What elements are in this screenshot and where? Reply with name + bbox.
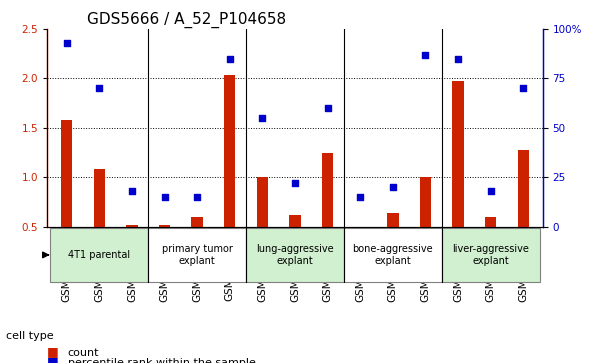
Point <box>486 188 496 194</box>
Bar <box>289 215 301 276</box>
Bar <box>224 76 235 276</box>
Point <box>94 85 104 91</box>
Text: lung-aggressive
explant: lung-aggressive explant <box>256 244 334 266</box>
Point <box>258 115 267 121</box>
Bar <box>419 177 431 276</box>
Bar <box>257 177 268 276</box>
Text: ■: ■ <box>47 355 59 363</box>
Bar <box>94 170 105 276</box>
Text: ■: ■ <box>47 344 59 358</box>
Point <box>453 56 463 62</box>
FancyBboxPatch shape <box>246 228 344 282</box>
Point <box>225 56 234 62</box>
Point <box>323 105 332 111</box>
Text: liver-aggressive
explant: liver-aggressive explant <box>452 244 529 266</box>
Text: 4T1 parental: 4T1 parental <box>68 250 130 260</box>
Text: count: count <box>68 347 99 358</box>
Bar <box>126 225 137 276</box>
Point <box>519 85 528 91</box>
Text: primary tumor
explant: primary tumor explant <box>162 244 232 266</box>
Point <box>388 184 398 190</box>
FancyBboxPatch shape <box>344 228 442 282</box>
Point <box>127 188 137 194</box>
Bar <box>61 120 73 276</box>
Bar <box>387 213 398 276</box>
Point <box>356 194 365 200</box>
Point <box>62 40 71 46</box>
Bar <box>517 150 529 276</box>
Point <box>421 52 430 58</box>
FancyBboxPatch shape <box>442 228 539 282</box>
FancyBboxPatch shape <box>148 228 246 282</box>
Bar <box>355 227 366 276</box>
Text: GDS5666 / A_52_P104658: GDS5666 / A_52_P104658 <box>87 12 286 28</box>
Text: bone-aggressive
explant: bone-aggressive explant <box>352 244 433 266</box>
Bar <box>485 217 496 276</box>
Point <box>192 194 202 200</box>
Bar <box>192 217 203 276</box>
Point <box>160 194 169 200</box>
Bar <box>453 81 464 276</box>
Text: cell type: cell type <box>6 331 54 341</box>
Bar <box>159 225 171 276</box>
Text: percentile rank within the sample: percentile rank within the sample <box>68 358 255 363</box>
FancyBboxPatch shape <box>51 228 148 282</box>
Bar <box>322 152 333 276</box>
Point <box>290 180 300 186</box>
